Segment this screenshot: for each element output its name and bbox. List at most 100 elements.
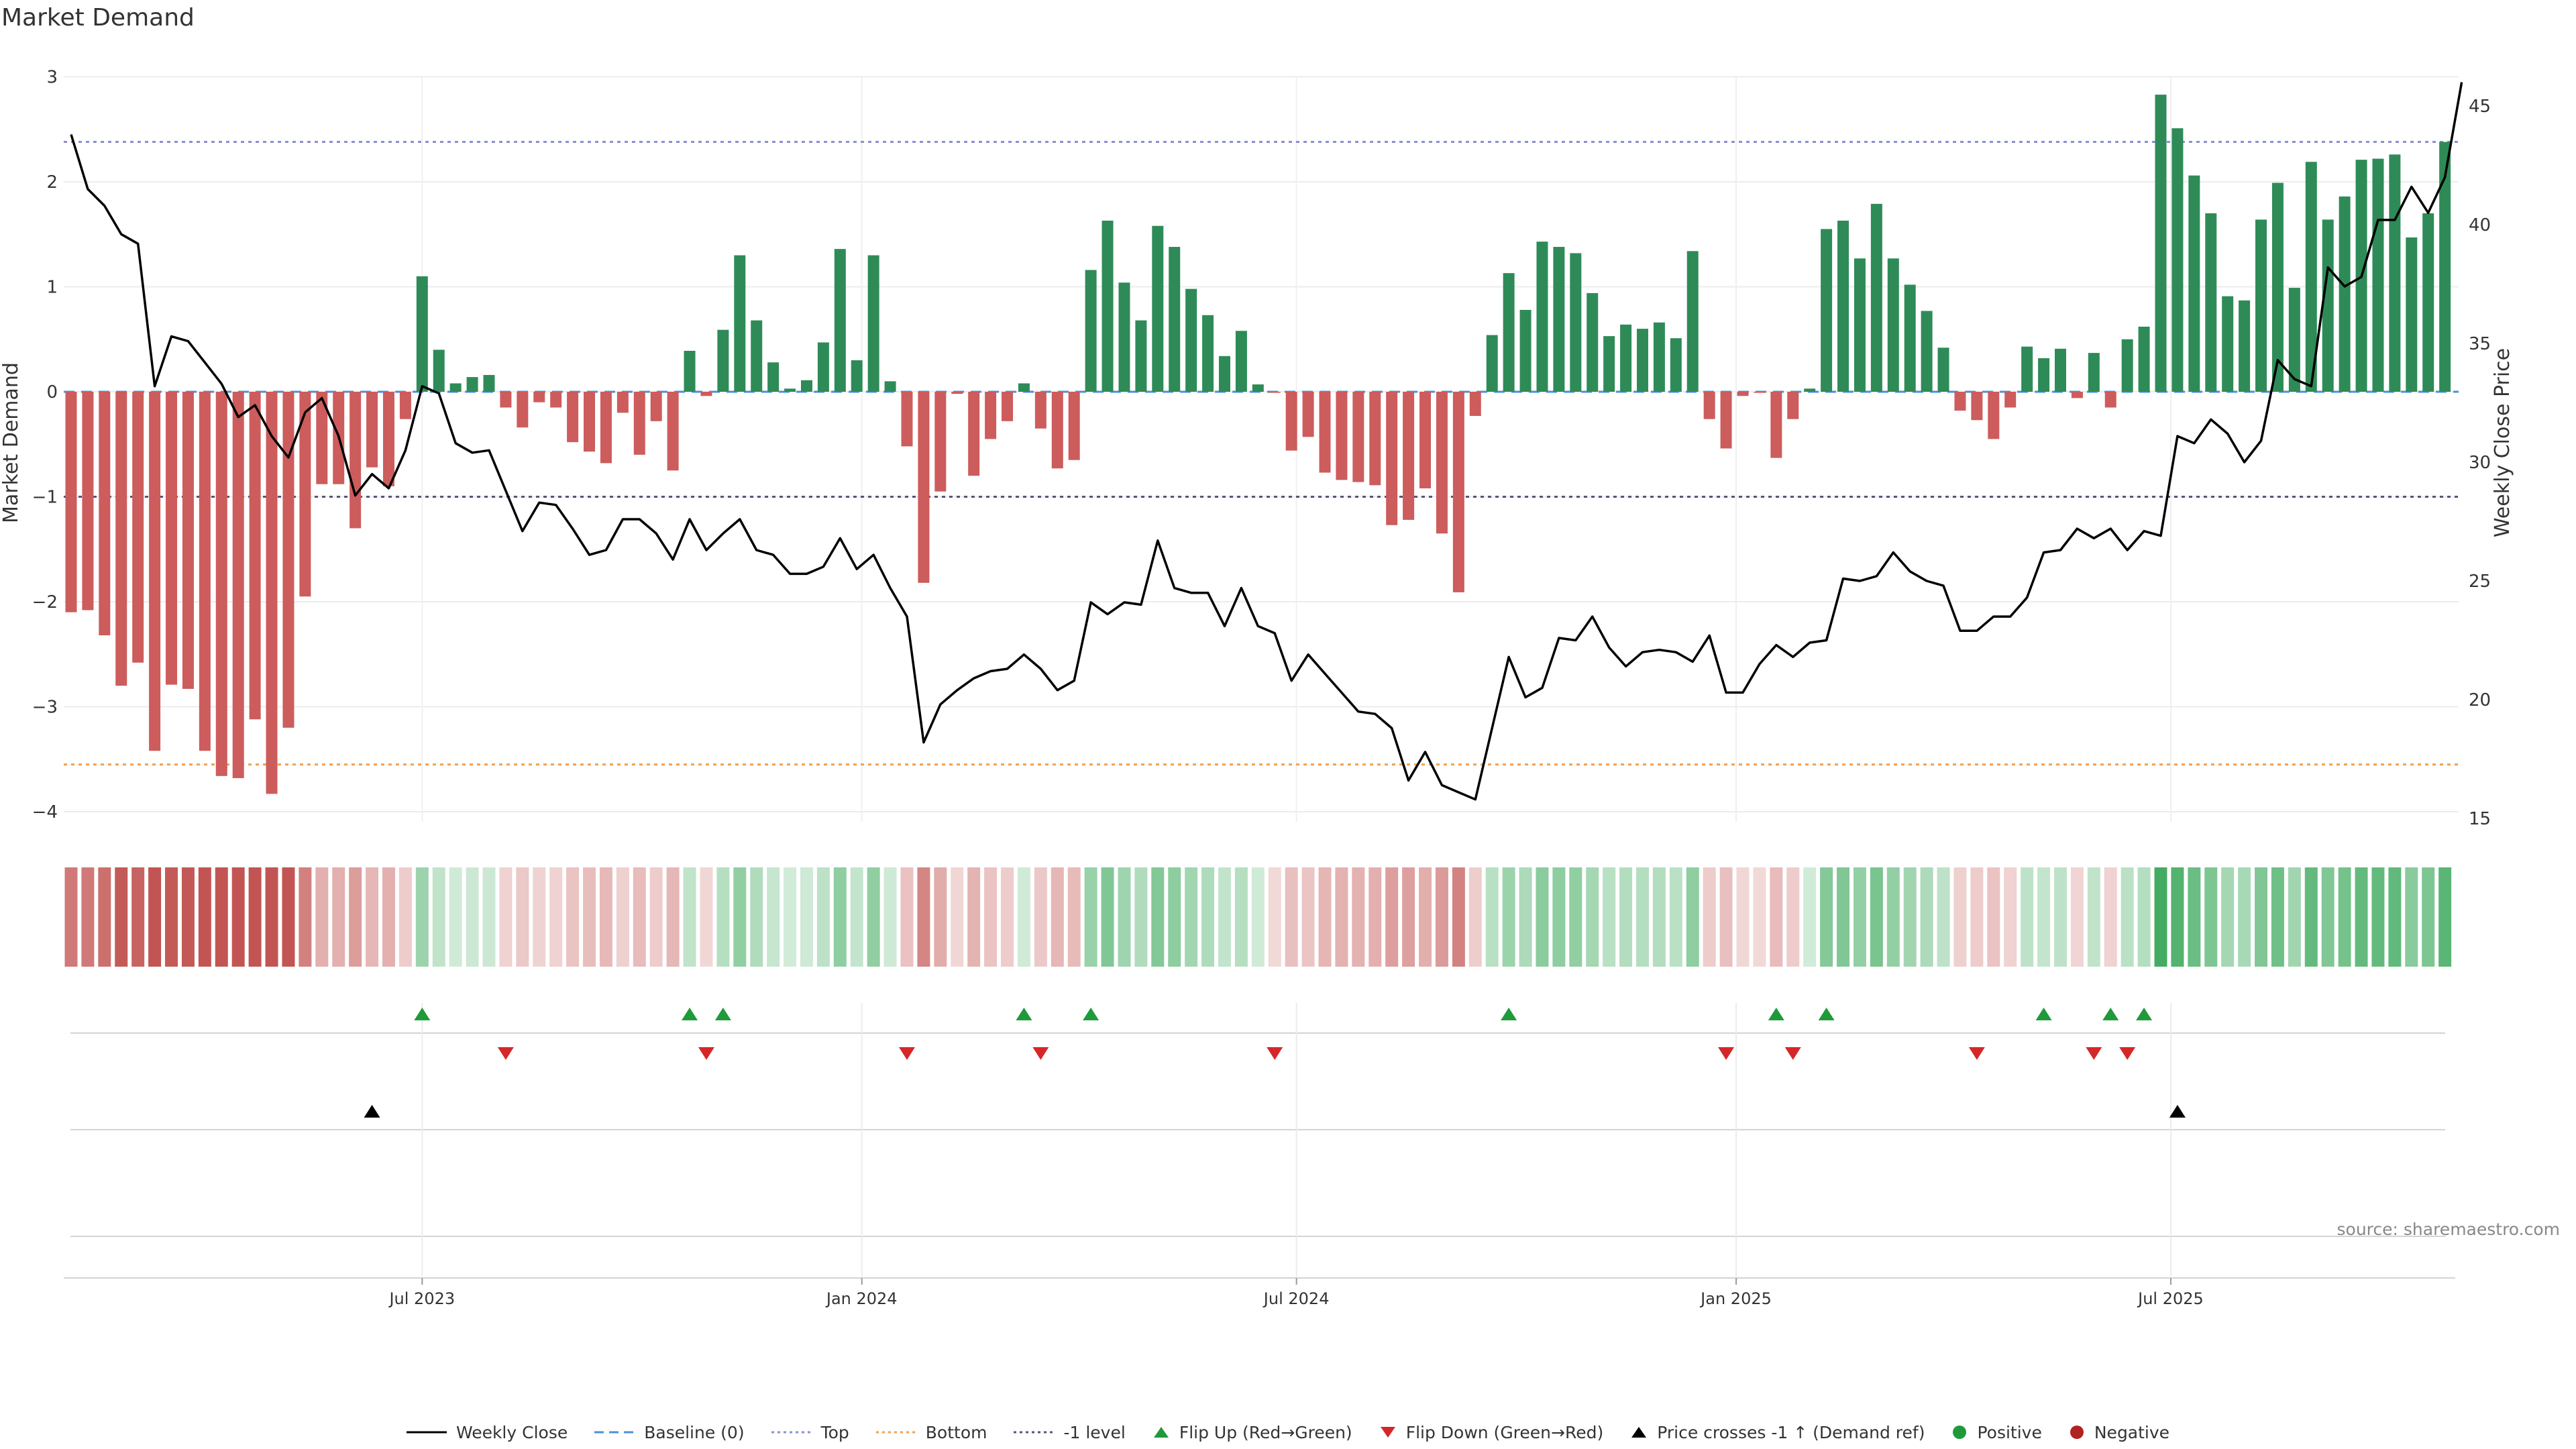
- legend-item-flip-down[interactable]: Flip Down (Green→Red): [1379, 1423, 1603, 1442]
- strip-cell: [1485, 867, 1499, 967]
- strip-cell: [1017, 867, 1030, 967]
- strip-cell: [98, 867, 111, 967]
- legend-item-bottom[interactable]: Bottom: [875, 1423, 987, 1442]
- strip-cell: [181, 867, 195, 967]
- demand-bar: [1737, 392, 1749, 396]
- demand-bar: [1570, 253, 1582, 392]
- strip-cell: [1301, 867, 1315, 967]
- demand-bar: [550, 392, 562, 408]
- strip-cell: [883, 867, 897, 967]
- strip-cell: [1001, 867, 1014, 967]
- flip-up-marker: [1768, 1008, 1784, 1020]
- strip-cell: [1953, 867, 1967, 967]
- demand-bar: [2121, 339, 2133, 392]
- axes-layer: 3 2 1 0 −1 −2 −3 −4 45 40 35 30 25 20 15 Market Demand W…: [0, 68, 2514, 830]
- strip-cell: [750, 867, 763, 967]
- strip-cell: [1268, 867, 1281, 967]
- strip-cell: [1635, 867, 1649, 967]
- demand-bar: [182, 392, 194, 689]
- demand-bar: [1486, 335, 1498, 392]
- strip-cell: [2137, 867, 2151, 967]
- strip-cell: [1586, 867, 1599, 967]
- y2-tick-label: 25: [2469, 572, 2491, 592]
- flip-up-marker: [1016, 1008, 1032, 1020]
- strip-cell: [2053, 867, 2067, 967]
- legend-item-flip-up[interactable]: Flip Up (Red→Green): [1152, 1423, 1352, 1442]
- legend-item-weekly-close[interactable]: Weekly Close: [406, 1423, 568, 1442]
- y2-axis-title: Weekly Close Price: [2491, 348, 2514, 537]
- strip-cell: [1318, 867, 1332, 967]
- demand-bar: [2054, 348, 2066, 392]
- legend-item-minus1[interactable]: -1 level: [1014, 1423, 1126, 1442]
- demand-bar: [1051, 392, 1063, 469]
- legend-item-cross[interactable]: Price crosses -1 ↑ (Demand ref): [1630, 1423, 1925, 1442]
- strip-cell: [516, 867, 529, 967]
- strip-cell: [1452, 867, 1465, 967]
- flip-down-marker: [1267, 1047, 1283, 1060]
- strip-cell: [2288, 867, 2301, 967]
- demand-bar: [149, 392, 161, 751]
- strip-cell: [1719, 867, 1733, 967]
- demand-bar: [1854, 258, 1866, 392]
- demand-bar: [166, 392, 178, 685]
- strip-cell: [1903, 867, 1917, 967]
- demand-bar: [2138, 326, 2150, 392]
- strip-cell: [2271, 867, 2284, 967]
- chart-title: Market Demand: [1, 4, 195, 32]
- demand-bar: [918, 392, 930, 583]
- flip-up-marker: [1083, 1008, 1099, 1020]
- y-tick-label: 3: [46, 68, 58, 88]
- demand-bar: [232, 392, 244, 778]
- demand-bar: [2088, 353, 2100, 392]
- demand-bar: [817, 342, 829, 392]
- demand-bar: [350, 392, 362, 529]
- legend-item-baseline[interactable]: Baseline (0): [594, 1423, 745, 1442]
- demand-bar: [1285, 392, 1297, 451]
- demand-bar: [2439, 142, 2451, 392]
- demand-bar: [266, 392, 278, 794]
- demand-bar: [901, 392, 913, 447]
- strip-cell: [382, 867, 395, 967]
- legend-item-positive[interactable]: Positive: [1951, 1423, 2042, 1442]
- strip-cell: [666, 867, 680, 967]
- strip-cell: [2304, 867, 2318, 967]
- strip-cell: [1118, 867, 1131, 967]
- demand-bar: [985, 392, 997, 439]
- demand-bar: [1252, 384, 1264, 392]
- x-tick-label: Jul 2023: [388, 1289, 455, 1308]
- strip-cell: [482, 867, 496, 967]
- demand-bar: [2188, 175, 2200, 392]
- legend-item-negative[interactable]: Negative: [2069, 1423, 2169, 1442]
- strip-cell: [2104, 867, 2117, 967]
- strip-cell: [1185, 867, 1198, 967]
- demand-bar: [1169, 247, 1181, 392]
- demand-bar: [867, 255, 879, 392]
- cross-up-marker: [364, 1105, 380, 1118]
- y-tick-label: 1: [46, 278, 58, 298]
- legend-item-top[interactable]: Top: [771, 1423, 849, 1442]
- y2-tick-label: 35: [2469, 334, 2491, 354]
- strip-cell: [2070, 867, 2084, 967]
- strip-cell: [1870, 867, 1883, 967]
- strip-cell: [583, 867, 596, 967]
- price-layer: [70, 82, 2463, 801]
- demand-bar: [249, 392, 261, 720]
- strip-cell: [800, 867, 813, 967]
- demand-bar: [1302, 392, 1314, 437]
- strip-cell: [700, 867, 713, 967]
- demand-bar: [1152, 225, 1164, 392]
- demand-bar: [282, 392, 294, 728]
- demand-bar: [1787, 392, 1799, 419]
- strip-cell: [115, 867, 128, 967]
- y2-tick-label: 30: [2469, 453, 2491, 473]
- demand-bar: [2288, 288, 2300, 392]
- strip-cell: [1920, 867, 1933, 967]
- strip-cell: [1168, 867, 1181, 967]
- demand-bar: [2222, 296, 2234, 392]
- demand-bar: [1720, 392, 1732, 449]
- demand-bar: [1336, 392, 1348, 480]
- demand-bar: [2004, 392, 2017, 408]
- strip-cell: [1101, 867, 1114, 967]
- strip-cell: [1552, 867, 1566, 967]
